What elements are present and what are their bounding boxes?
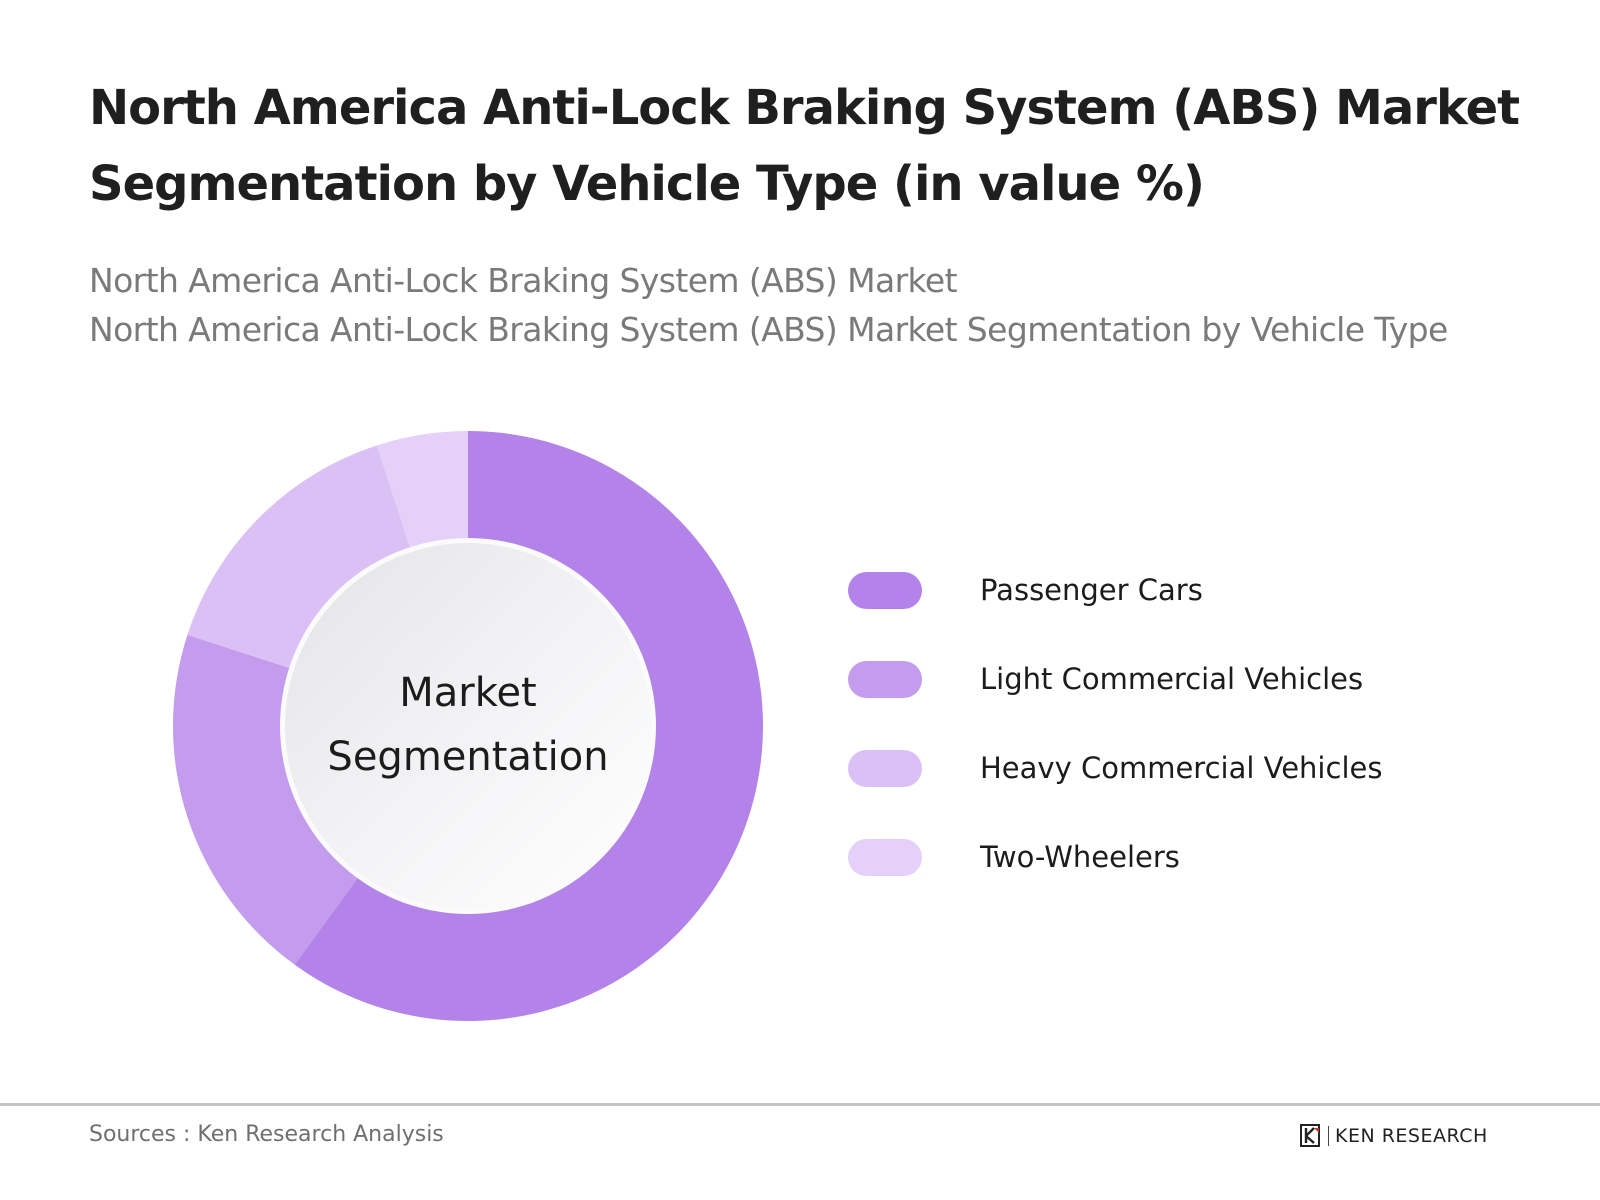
legend-swatch: [848, 839, 922, 876]
source-note: Sources : Ken Research Analysis: [89, 1122, 444, 1147]
ken-research-logo-icon: [1300, 1124, 1320, 1147]
footer-divider: [0, 1103, 1600, 1106]
center-label-line-2: Segmentation: [327, 734, 609, 780]
legend-swatch: [848, 750, 922, 787]
legend-label: Passenger Cars: [980, 573, 1203, 607]
center-label: Market Segmentation: [327, 661, 608, 789]
brand-name: KEN RESEARCH: [1335, 1125, 1488, 1147]
legend-label: Heavy Commercial Vehicles: [980, 751, 1383, 785]
chart-subtitle-line-2: North America Anti-Lock Braking System (…: [89, 310, 1448, 349]
brand-separator: [1328, 1126, 1329, 1146]
legend-item-two-wheelers: Two-Wheelers: [848, 839, 1180, 928]
donut-hole: [285, 543, 651, 909]
donut-chart: [172, 431, 763, 1021]
legend-label: Two-Wheelers: [980, 840, 1180, 874]
legend-swatch: [848, 572, 922, 609]
legend-item-passenger-cars: Passenger Cars: [848, 572, 1203, 661]
legend-item-heavy-commercial-vehicles: Heavy Commercial Vehicles: [848, 750, 1382, 839]
legend: Passenger Cars Light Commercial Vehicles…: [848, 572, 1382, 928]
chart-subtitle-line-1: North America Anti-Lock Braking System (…: [89, 261, 958, 300]
legend-swatch: [848, 661, 922, 698]
chart-title-line-1: North America Anti-Lock Braking System (…: [89, 80, 1520, 136]
chart-title: North America Anti-Lock Braking System (…: [89, 70, 1549, 222]
brand-logo: KEN RESEARCH: [1300, 1124, 1488, 1148]
chart-subtitle: North America Anti-Lock Braking System (…: [89, 256, 1589, 354]
center-label-line-1: Market: [399, 670, 537, 716]
chart-title-line-2: Segmentation by Vehicle Type (in value %…: [89, 156, 1205, 212]
legend-item-light-commercial-vehicles: Light Commercial Vehicles: [848, 661, 1363, 750]
legend-label: Light Commercial Vehicles: [980, 662, 1364, 696]
